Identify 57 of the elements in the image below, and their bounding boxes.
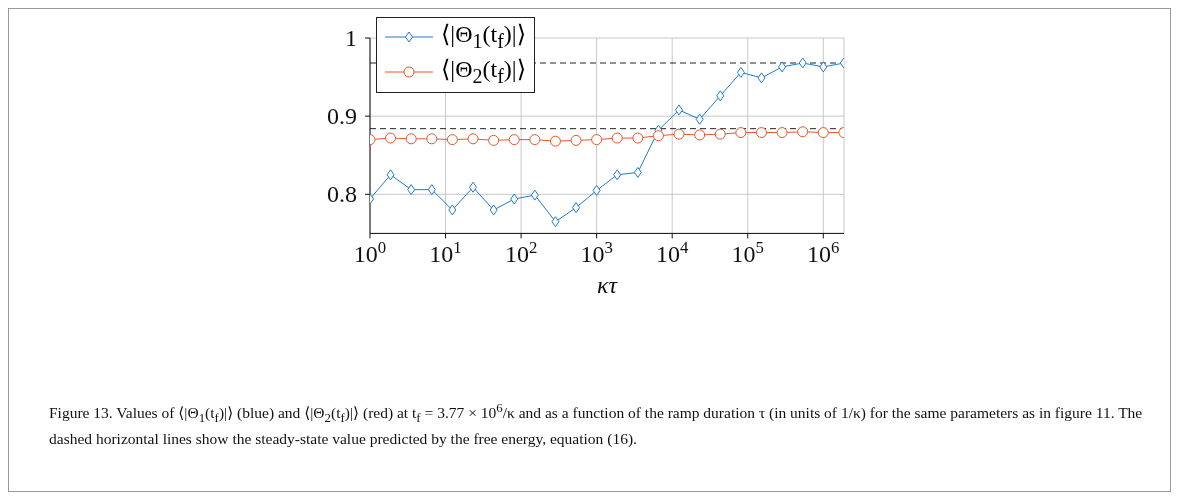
point <box>508 134 520 146</box>
text: Figure 13. Values of ⟨|Θ$_{1}$(t$_{f}$)|⟩ (blue) and ⟨|Θ$_{2}$(t$_{f}$)|⟩ (red) at t$_{f}$ = 3.77 × 10$^{6}$/κ and as a function of the ramp duration τ (in units of 1/κ) for the same parameters as in figure 11. The dashed horizontal lines show the steady-state value predicted by the free energy, equation (16). <box>49 400 1143 448</box>
point <box>530 189 539 201</box>
point <box>488 134 500 146</box>
point <box>551 216 560 228</box>
point <box>755 127 767 139</box>
point <box>385 132 397 144</box>
point <box>448 204 457 216</box>
point <box>529 134 541 146</box>
point <box>736 66 745 78</box>
x-axis-title: κτ <box>596 272 619 299</box>
point <box>776 127 788 139</box>
point <box>757 72 766 84</box>
legend-label: ⟨|Θ$_{1}$(t$_{f}$)|⟩ <box>441 20 527 54</box>
point <box>819 61 828 73</box>
point <box>510 193 519 205</box>
point <box>735 127 747 139</box>
point <box>570 134 582 146</box>
x-tick-label: 10$^{0}$ <box>353 237 387 268</box>
point <box>633 166 642 178</box>
point <box>591 134 603 146</box>
point <box>405 133 417 145</box>
x-tick-label: 10$^{3}$ <box>580 237 613 268</box>
point <box>446 134 458 146</box>
y-tick-label: 1 <box>345 25 357 51</box>
point <box>572 202 581 214</box>
point <box>694 129 706 141</box>
point <box>716 90 725 102</box>
x-tick-label: 10$^{6}$ <box>807 237 840 268</box>
x-tick-label: 10$^{5}$ <box>731 237 764 268</box>
point <box>427 184 436 196</box>
point <box>549 135 561 147</box>
point <box>611 132 623 144</box>
point <box>778 61 787 73</box>
point <box>613 169 622 181</box>
point <box>817 127 829 139</box>
point <box>386 169 395 181</box>
point <box>592 184 601 196</box>
point <box>467 133 479 145</box>
point <box>632 132 644 144</box>
x-tick-label: 10$^{2}$ <box>504 237 538 268</box>
point <box>489 204 498 216</box>
x-tick-label: 10$^{1}$ <box>429 237 462 268</box>
point <box>426 133 438 145</box>
legend-label: ⟨|Θ$_{2}$(t$_{f}$)|⟩ <box>441 54 527 89</box>
point <box>407 184 416 196</box>
point <box>797 126 809 138</box>
point <box>714 128 726 140</box>
point <box>673 128 685 140</box>
point <box>674 104 683 116</box>
point <box>652 130 664 142</box>
x-tick-label: 10$^{4}$ <box>656 237 689 268</box>
y-tick-label: 0.9 <box>327 103 357 130</box>
point <box>469 181 478 193</box>
y-tick-label: 0.8 <box>327 181 357 208</box>
point <box>695 113 704 125</box>
point <box>798 57 807 69</box>
